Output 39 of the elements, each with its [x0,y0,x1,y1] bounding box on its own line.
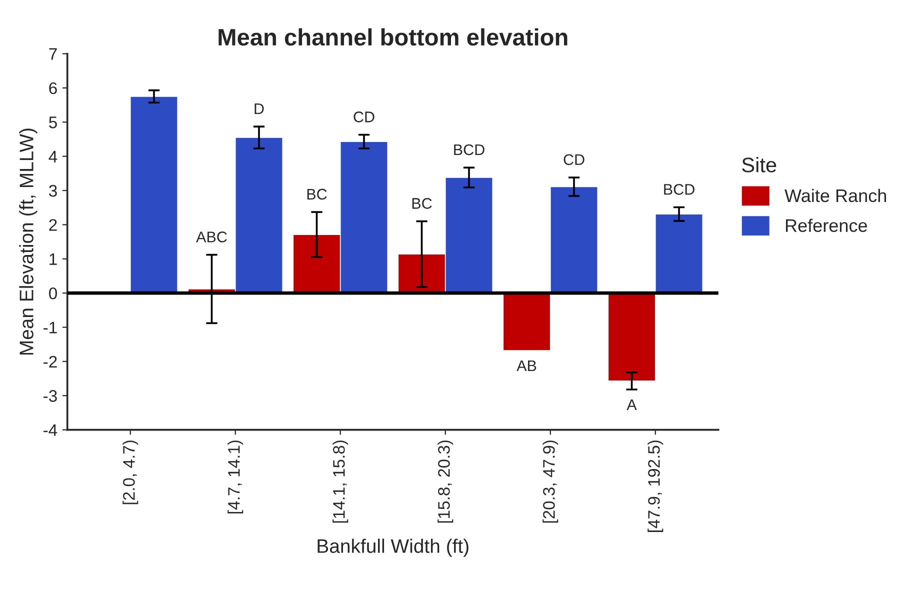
y-tick-label: 1 [50,253,57,265]
y-tick-label: -3 [44,390,57,402]
bar [654,214,704,294]
y-tick-label: 2 [49,219,57,231]
data-label: CD [354,112,374,122]
data-label: BC [412,198,432,209]
bar [608,292,656,382]
data-label: BCD [664,184,694,195]
data-label: A [626,399,637,410]
bar [130,96,178,294]
x-axis-title: Bankfull Width (ft) [318,538,468,557]
legend-label: Reference [786,218,867,232]
y-tick-label: 7 [49,48,57,60]
y-tick-label: 4 [48,150,58,162]
legend-label: Waite Ranch [784,188,886,202]
x-tick-label: [2.0, 4.7) [122,440,138,504]
chart-title: Mean channel bottom elevation [218,28,568,46]
y-tick-label: -4 [44,424,58,436]
y-tick-label: -1 [44,322,57,334]
data-label: ABC [196,232,227,242]
data-label: D [254,103,264,114]
y-tick-label: 3 [48,184,57,197]
y-tick-label: 0 [49,287,57,300]
x-tick-label: [4.7, 14.1) [228,440,244,514]
data-label: AB [516,360,536,371]
y-tick-label: 5 [49,116,57,128]
y-tick-label: 6 [49,82,57,94]
bar [550,186,598,294]
y-tick-label: -2 [44,356,57,368]
y-axis-title: Mean Elevation (ft, MLLW) [19,128,38,355]
data-label: BCD [454,144,484,156]
x-tick-label: [20.3, 47.9) [542,440,558,523]
legend-title: Site [742,157,776,172]
data-label: CD [564,154,584,166]
data-label: BC [307,188,327,200]
x-tick-label: [47.9, 192.5) [648,440,664,532]
x-tick-label: [14.1, 15.8) [332,440,348,523]
x-tick-label: [15.8, 20.3) [438,440,454,523]
bar [502,292,551,351]
